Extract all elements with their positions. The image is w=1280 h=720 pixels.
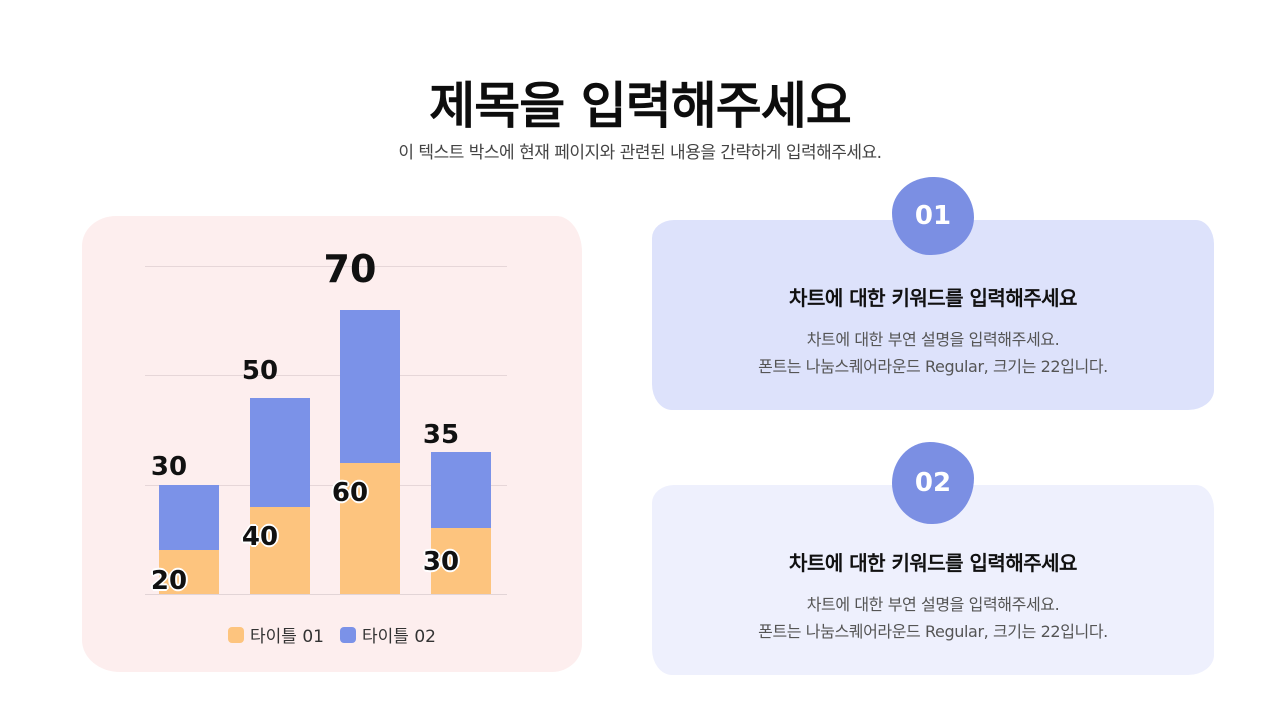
card-description: 차트에 대한 부연 설명을 입력해주세요. 폰트는 나눔스퀘어라운드 Regul…	[652, 591, 1214, 645]
card-number-badge-1: 01	[892, 177, 974, 255]
card-description: 차트에 대한 부연 설명을 입력해주세요. 폰트는 나눔스퀘어라운드 Regul…	[652, 326, 1214, 380]
card-desc-line-1: 차트에 대한 부연 설명을 입력해주세요.	[806, 330, 1060, 349]
card-title: 차트에 대한 키워드를 입력해주세요	[789, 286, 1077, 310]
card-title: 차트에 대한 키워드를 입력해주세요	[789, 551, 1077, 575]
page-title: 제목을 입력해주세요	[429, 77, 851, 135]
card-desc-line-2: 폰트는 나눔스퀘어라운드 Regular, 크기는 22입니다.	[758, 622, 1108, 641]
page-subtitle: 이 텍스트 박스에 현재 페이지와 관련된 내용을 간략하게 입력해주세요.	[398, 143, 882, 163]
card-number-badge-2: 02	[892, 442, 974, 524]
chart-panel	[82, 216, 582, 672]
card-desc-line-1: 차트에 대한 부연 설명을 입력해주세요.	[806, 595, 1060, 614]
card-desc-line-2: 폰트는 나눔스퀘어라운드 Regular, 크기는 22입니다.	[758, 357, 1108, 376]
